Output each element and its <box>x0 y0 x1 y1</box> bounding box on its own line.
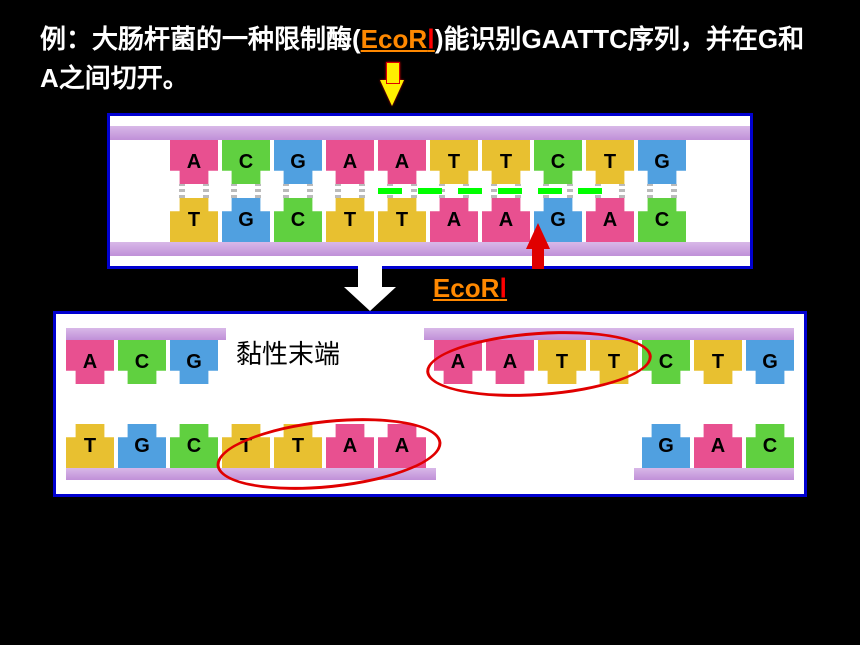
cut-arrow-top <box>380 80 404 106</box>
base-T: T <box>430 140 478 184</box>
base-A: A <box>482 198 530 242</box>
base-A: A <box>170 140 218 184</box>
cut-dashed-line <box>378 188 608 194</box>
left-top-bases: ACG <box>66 340 226 384</box>
base-A: A <box>586 198 634 242</box>
base-C: C <box>746 424 794 468</box>
base-G: G <box>746 340 794 384</box>
backbone-bottom <box>110 242 750 256</box>
base-T: T <box>326 198 374 242</box>
base-C: C <box>638 198 686 242</box>
left-fragment-top: ACG <box>66 328 226 384</box>
base-G: G <box>274 140 322 184</box>
base-G: G <box>170 340 218 384</box>
base-T: T <box>694 340 742 384</box>
example-title: 例：大肠杆菌的一种限制酶(EcoRⅠ)能识别GAATTC序列，并在G和A之间切开… <box>0 0 860 108</box>
base-G: G <box>638 140 686 184</box>
cut-arrow-bottom <box>526 223 550 249</box>
base-G: G <box>222 198 270 242</box>
enzyme-label: EcoRⅠ <box>80 269 860 306</box>
base-T: T <box>378 198 426 242</box>
base-T: T <box>586 140 634 184</box>
base-A: A <box>378 140 426 184</box>
base-A: A <box>430 198 478 242</box>
dna-cut-diagram: 黏性末端 ACG TGCTTAA AATTCTG GAC <box>53 311 807 497</box>
base-G: G <box>642 424 690 468</box>
base-C: C <box>118 340 166 384</box>
title-prefix: 例：大肠杆菌的一种限制酶( <box>40 24 361 54</box>
base-T: T <box>170 198 218 242</box>
bottom-strand: TGCTTAAGAC <box>170 198 686 242</box>
base-G: G <box>118 424 166 468</box>
enzyme-name: EcoRⅠ <box>361 24 435 54</box>
right-fragment-bottom: GAC <box>634 424 794 480</box>
right-bottom-bases: GAC <box>642 424 794 468</box>
base-C: C <box>534 140 582 184</box>
base-A: A <box>326 140 374 184</box>
base-C: C <box>274 198 322 242</box>
base-C: C <box>222 140 270 184</box>
base-C: C <box>170 424 218 468</box>
process-arrow-icon <box>358 259 382 287</box>
top-strand: ACGAATTCTG <box>170 140 686 184</box>
sticky-end-ellipse-left <box>213 408 445 499</box>
base-A: A <box>694 424 742 468</box>
backbone-top <box>110 126 750 140</box>
base-T: T <box>482 140 530 184</box>
base-T: T <box>66 424 114 468</box>
sticky-end-label: 黏性末端 <box>236 334 340 371</box>
dna-intact-diagram: ACGAATTCTG TGCTTAAGAC <box>107 113 753 269</box>
base-A: A <box>66 340 114 384</box>
